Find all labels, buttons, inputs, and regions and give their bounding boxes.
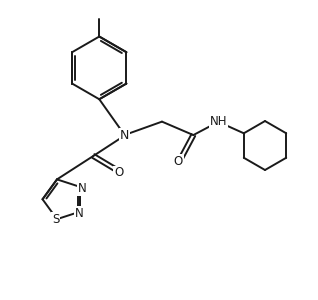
Text: N: N bbox=[78, 182, 86, 195]
Text: O: O bbox=[174, 154, 183, 167]
Text: N: N bbox=[120, 129, 129, 142]
Text: N: N bbox=[74, 207, 83, 220]
Text: S: S bbox=[52, 213, 59, 226]
Text: O: O bbox=[114, 167, 123, 179]
Text: NH: NH bbox=[210, 115, 227, 128]
